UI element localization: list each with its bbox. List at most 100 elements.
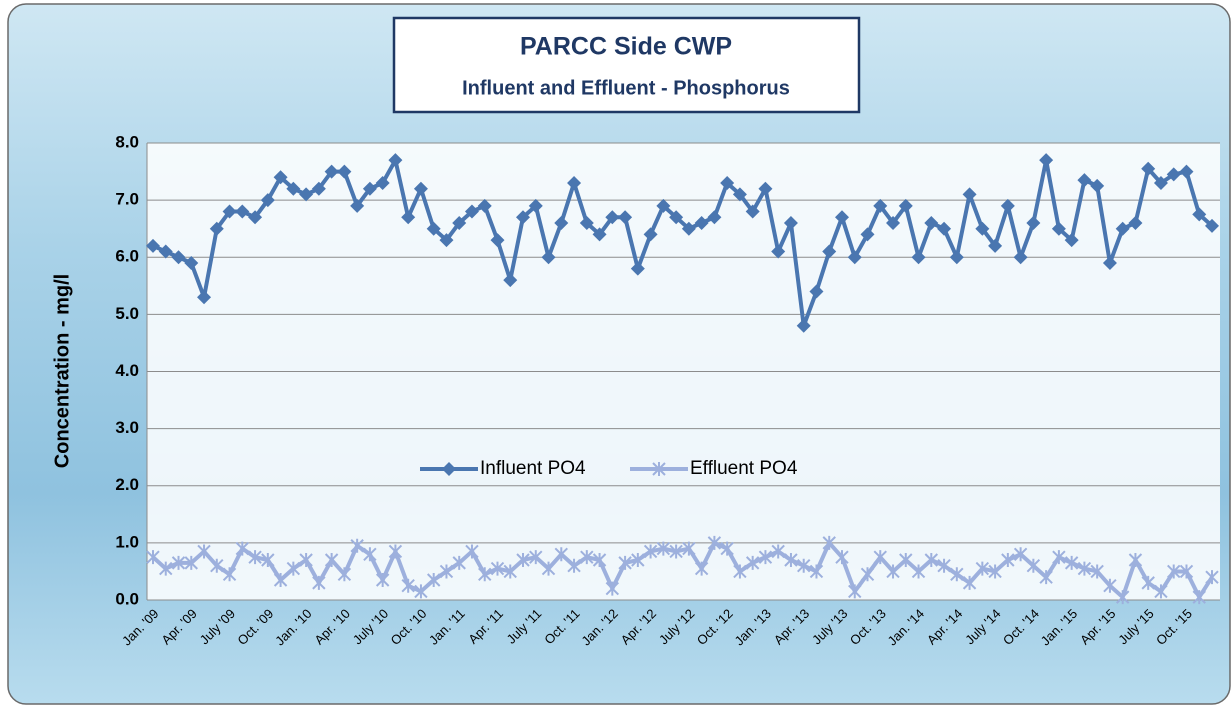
point [235, 541, 250, 556]
point [745, 555, 760, 570]
y-tick-label: 4.0 [115, 361, 139, 380]
point [388, 544, 403, 559]
point [312, 575, 326, 590]
point [1141, 575, 1155, 590]
legend-label: Influent PO4 [480, 458, 586, 479]
point [1154, 584, 1168, 599]
chart-subtitle: Influent and Effluent - Phosphorus [462, 77, 790, 99]
y-tick-label: 1.0 [115, 532, 139, 551]
point [975, 561, 990, 576]
point [656, 198, 671, 213]
point [260, 193, 275, 208]
point [464, 204, 479, 219]
point [1153, 175, 1168, 190]
point [184, 255, 199, 270]
point [375, 175, 390, 190]
point [1090, 564, 1104, 579]
point [299, 553, 313, 568]
point [439, 233, 454, 248]
point [988, 564, 1002, 579]
point [605, 210, 620, 225]
title-box [392, 16, 861, 114]
point [158, 244, 173, 259]
point [442, 462, 456, 476]
point [375, 573, 390, 588]
point [1090, 178, 1105, 193]
point [631, 553, 645, 568]
point [363, 547, 377, 562]
point [618, 555, 632, 570]
point [439, 564, 454, 579]
point [209, 221, 224, 236]
point [988, 238, 1003, 253]
series-markers [146, 535, 1219, 605]
chart-title: PARCC Side CWP [520, 33, 732, 61]
point [1013, 547, 1028, 562]
point [886, 215, 901, 230]
point [886, 564, 900, 579]
point [146, 238, 160, 253]
point [273, 170, 288, 185]
point [1051, 221, 1066, 236]
point [835, 550, 849, 565]
point [822, 535, 836, 550]
point [579, 215, 594, 230]
point [477, 198, 492, 213]
point [975, 221, 990, 236]
point [834, 210, 849, 225]
point [643, 227, 658, 242]
point [299, 187, 314, 202]
point [630, 261, 645, 276]
point [962, 575, 977, 590]
point [1205, 218, 1219, 233]
point [1102, 255, 1117, 270]
point [1001, 553, 1015, 568]
point [1000, 198, 1015, 213]
point [656, 541, 671, 556]
point [503, 273, 518, 288]
y-tick-label: 2.0 [115, 475, 139, 494]
point [758, 181, 773, 196]
point [337, 164, 352, 179]
point [503, 564, 517, 579]
point [171, 555, 186, 570]
point [669, 210, 684, 225]
point [1115, 221, 1130, 236]
point [222, 567, 237, 582]
point [911, 250, 926, 265]
point [771, 544, 785, 559]
point [350, 198, 365, 213]
y-tick-label: 5.0 [115, 304, 139, 323]
y-tick-label: 8.0 [115, 132, 139, 151]
point [554, 215, 569, 230]
point [1039, 153, 1054, 168]
point [1192, 207, 1207, 222]
point [1013, 250, 1028, 265]
point [771, 244, 786, 259]
point [171, 250, 186, 265]
point [580, 550, 594, 565]
point [1141, 161, 1156, 176]
point [235, 204, 250, 219]
point [707, 535, 722, 550]
point [1052, 550, 1066, 565]
point [146, 550, 160, 565]
point [682, 541, 696, 556]
point [681, 221, 696, 236]
point [1192, 590, 1206, 605]
point [528, 198, 543, 213]
point [848, 584, 862, 599]
point [669, 544, 683, 559]
point [1026, 215, 1041, 230]
point [873, 550, 887, 565]
point [222, 204, 237, 219]
point [311, 181, 326, 196]
point [758, 550, 773, 565]
point [1039, 570, 1053, 585]
point [898, 198, 913, 213]
point [732, 187, 747, 202]
point [401, 210, 416, 225]
y-tick-label: 6.0 [115, 247, 139, 266]
point [210, 558, 224, 573]
